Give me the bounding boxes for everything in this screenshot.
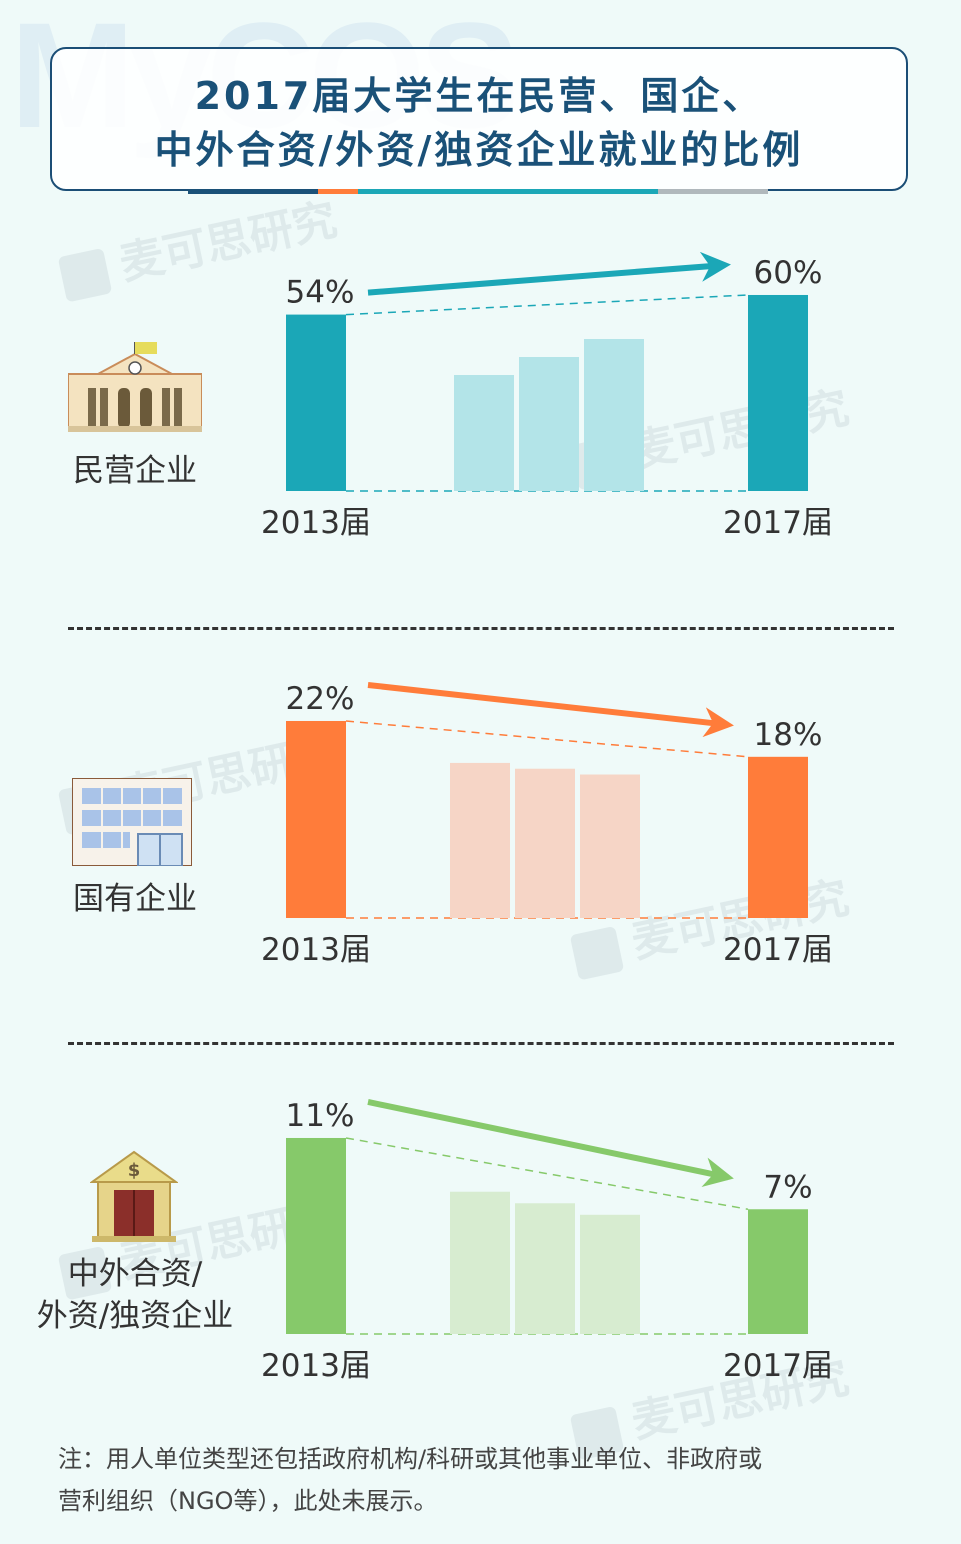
footnote: 注：用人单位类型还包括政府机构/科研或其他事业单位、非政府或 营利组织（NGO等… (58, 1438, 908, 1522)
value-label-2013-0: 54% (286, 275, 355, 311)
government-building-icon (68, 342, 202, 432)
bar-2013-0 (286, 314, 346, 491)
section-divider-1 (68, 627, 894, 630)
value-label-2017-1: 18% (754, 717, 823, 753)
intermediate-bar-1-2 (580, 774, 640, 918)
trend-dashed-1 (345, 720, 749, 758)
section-divider-2 (68, 1042, 894, 1045)
row-label-state: 国有企业 (73, 881, 197, 917)
title-underline-seg-3 (358, 189, 658, 194)
category-label-2013-0: 2013届 (261, 505, 371, 541)
category-label-2017-1: 2017届 (723, 932, 833, 968)
trend-dashed-2 (345, 1137, 749, 1210)
row-label-foreign: 中外合资/ 外资/独资企业 (20, 1253, 250, 1337)
footnote-line2: 营利组织（NGO等），此处未展示。 (58, 1487, 438, 1515)
trend-dashed-0 (345, 294, 749, 316)
row-label-private: 民营企业 (73, 453, 197, 489)
page-title-line2: 中外合资/外资/独资企业就业的比例 (154, 128, 804, 172)
intermediate-bar-0-2 (584, 339, 644, 491)
intermediate-bar-2-2 (580, 1214, 640, 1334)
category-label-2013-1: 2013届 (261, 932, 371, 968)
category-label-2013-2: 2013届 (261, 1348, 371, 1384)
page-title-line1: 2017届大学生在民营、国企、 (194, 74, 764, 118)
trend-arrow-2 (367, 1099, 734, 1188)
title-underline-seg-4 (658, 189, 768, 194)
office-building-icon (72, 778, 192, 866)
category-label-2017-2: 2017届 (723, 1348, 833, 1384)
intermediate-bar-0-0 (454, 375, 514, 491)
svg-text:$: $ (128, 1160, 141, 1181)
intermediate-bar-2-1 (515, 1203, 575, 1334)
title-underline (188, 189, 768, 195)
bar-2017-1 (748, 756, 808, 918)
bar-2017-2 (748, 1209, 808, 1334)
bar-2013-2 (286, 1137, 346, 1334)
intermediate-bar-1-0 (450, 762, 510, 918)
footnote-line1: 注：用人单位类型还包括政府机构/科研或其他事业单位、非政府或 (58, 1445, 763, 1473)
title-box: 2017届大学生在民营、国企、 中外合资/外资/独资企业就业的比例 (50, 47, 908, 191)
value-label-2017-2: 7% (763, 1169, 812, 1205)
intermediate-bar-2-0 (450, 1191, 510, 1334)
value-label-2013-1: 22% (286, 681, 355, 717)
trend-arrow-0 (367, 251, 731, 296)
value-label-2013-2: 11% (286, 1098, 355, 1134)
intermediate-bar-1-1 (515, 768, 575, 918)
row-label-foreign-line1: 中外合资/ (67, 1256, 203, 1292)
title-underline-seg-1 (188, 189, 318, 194)
intermediate-bar-0-1 (519, 357, 579, 491)
bank-icon: $ (90, 1150, 178, 1242)
bar-2013-1 (286, 720, 346, 918)
row-label-foreign-line2: 外资/独资企业 (36, 1298, 234, 1334)
value-label-2017-0: 60% (754, 255, 823, 291)
title-underline-seg-2 (318, 189, 358, 194)
bar-2017-0 (748, 294, 808, 491)
trend-arrow-1 (367, 682, 734, 738)
category-label-2017-0: 2017届 (723, 505, 833, 541)
